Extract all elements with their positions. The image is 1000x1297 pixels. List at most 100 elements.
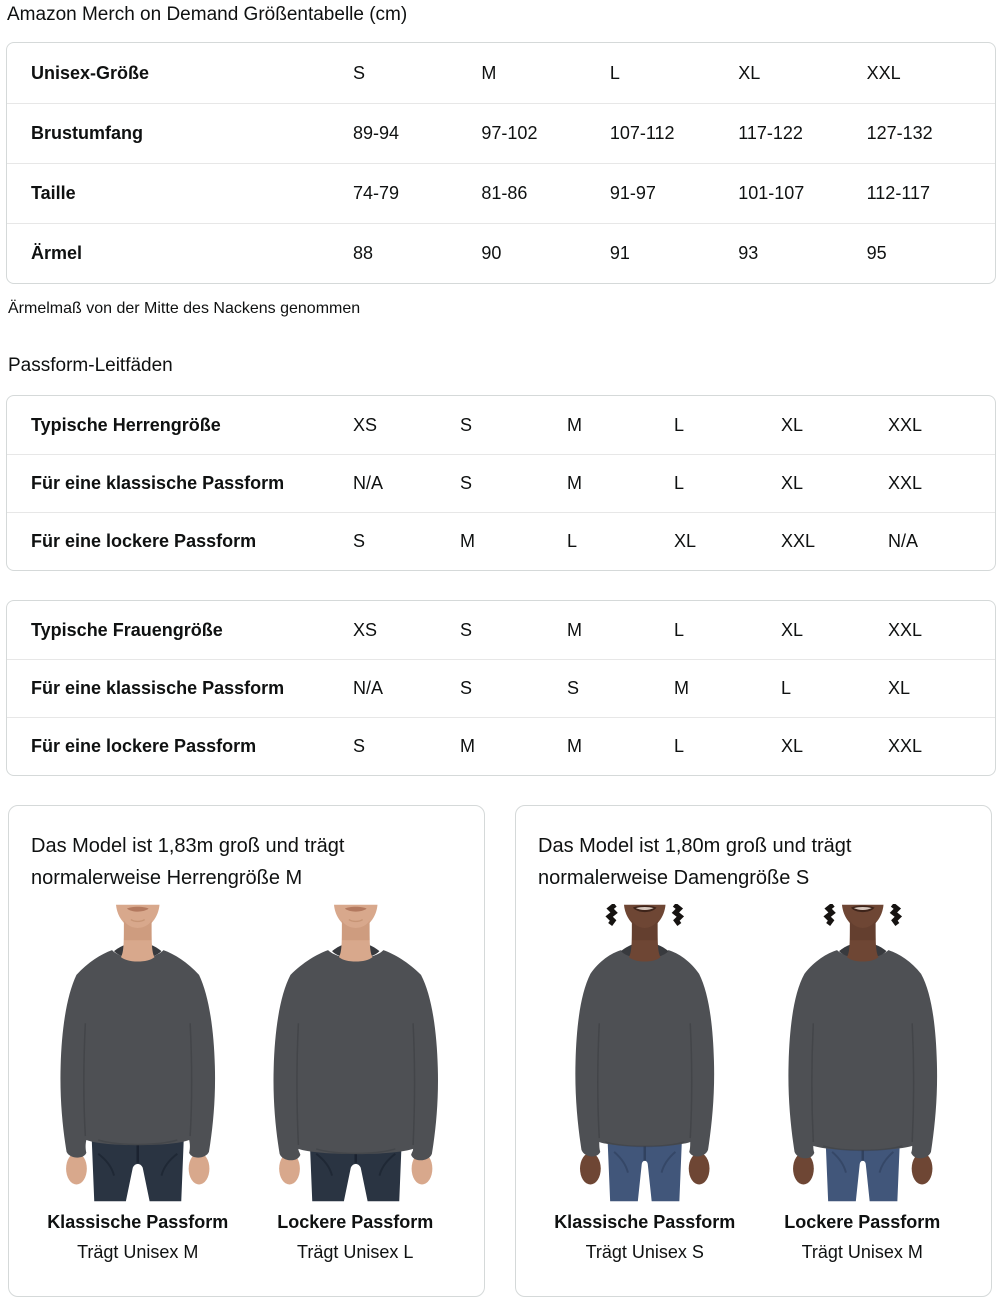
model-description: Das Model ist 1,80m groß und trägt norma…: [538, 835, 852, 889]
size-cell: S: [460, 678, 473, 698]
fit-guides-heading: Passform-Leitfäden: [8, 355, 173, 376]
model-cards-row: Das Model ist 1,83m groß und trägt norma…: [6, 805, 994, 1297]
size-cell: S: [567, 678, 580, 698]
row-label: Ärmel: [31, 243, 83, 263]
size-cell: N/A: [353, 678, 384, 698]
row-label: Unisex-Größe: [31, 62, 150, 83]
table-row: Für eine klassische Passform N/A S S M L…: [7, 659, 995, 717]
page-title: Amazon Merch on Demand Größentabelle (cm…: [7, 4, 408, 25]
wears-size-label: Trägt Unisex M: [77, 1242, 199, 1262]
fit-label: Klassische Passform: [554, 1212, 736, 1232]
table-row: Ärmel 88 90 91 93 95: [7, 223, 995, 283]
size-cell: M: [567, 473, 582, 493]
size-cell: M: [460, 531, 475, 551]
size-cell: XXL: [888, 736, 923, 756]
measure-cell: 88: [353, 243, 374, 263]
size-cell: XXL: [781, 531, 816, 551]
fit-label: Lockere Passform: [277, 1212, 434, 1232]
fit-label: Lockere Passform: [784, 1212, 941, 1232]
size-cell: XL: [888, 678, 911, 698]
size-col-header: XXL: [866, 62, 901, 83]
measure-cell: 112-117: [866, 183, 931, 203]
classic-fit-column: Klassische Passform Trägt Unisex S: [536, 904, 754, 1263]
size-cell: S: [460, 473, 473, 493]
size-cell: L: [567, 531, 578, 551]
measure-cell: 81-86: [481, 183, 528, 203]
male-classic-fit-photo: [29, 904, 247, 1202]
size-cell: M: [567, 736, 582, 756]
size-col-header: M: [481, 62, 497, 83]
row-label: Für eine klassische Passform: [31, 678, 285, 698]
table-row: Taille 74-79 81-86 91-97 101-107 112-117: [7, 163, 995, 223]
measure-cell: 93: [738, 243, 759, 263]
table-row: Typische Frauengröße XS S M L XL XXL: [7, 601, 995, 659]
table-row: Für eine lockere Passform S M L XL XXL N…: [7, 512, 995, 570]
table-row: Brustumfang 89-94 97-102 107-112 117-122…: [7, 103, 995, 163]
size-cell: M: [567, 414, 582, 435]
size-col-header: XL: [738, 62, 761, 83]
size-cell: XXL: [888, 473, 923, 493]
size-cell: XXL: [888, 619, 923, 640]
measure-cell: 91: [609, 243, 630, 263]
row-label: Brustumfang: [31, 123, 143, 143]
male-model-card: Das Model ist 1,83m groß und trägt norma…: [8, 805, 485, 1297]
size-cell: N/A: [888, 531, 919, 551]
row-label: Für eine lockere Passform: [31, 736, 257, 756]
size-cell: XL: [781, 619, 804, 640]
measure-cell: 74-79: [353, 183, 400, 203]
size-cell: XXL: [888, 414, 923, 435]
model-description: Das Model ist 1,83m groß und trägt norma…: [31, 835, 345, 889]
sleeve-measure-footnote: Ärmelmaß von der Mitte des Nackens genom…: [8, 300, 361, 317]
size-col-header: L: [609, 62, 620, 83]
size-cell: M: [674, 678, 689, 698]
classic-fit-column: Klassische Passform Trägt Unisex M: [29, 904, 247, 1263]
size-cell: XS: [353, 619, 378, 640]
measure-cell: 89-94: [353, 123, 400, 143]
measure-cell: 95: [866, 243, 887, 263]
row-label: Typische Frauengröße: [31, 619, 223, 640]
size-cell: N/A: [353, 473, 384, 493]
size-cell: L: [674, 473, 685, 493]
measure-cell: 101-107: [738, 183, 805, 203]
table-row: Typische Herrengröße XS S M L XL XXL: [7, 396, 995, 454]
table-row: Unisex-Größe S M L XL XXL: [7, 43, 995, 103]
fit-label: Klassische Passform: [47, 1212, 229, 1232]
size-cell: M: [567, 619, 582, 640]
measure-cell: 91-97: [609, 183, 656, 203]
size-cell: XL: [674, 531, 697, 551]
row-label: Typische Herrengröße: [31, 414, 221, 435]
row-label: Taille: [31, 183, 76, 203]
table-row: Für eine klassische Passform N/A S M L X…: [7, 454, 995, 512]
unisex-size-table: Unisex-Größe S M L XL XXL Brustumfang 89…: [6, 42, 996, 284]
size-cell: S: [353, 531, 366, 551]
size-cell: S: [460, 619, 473, 640]
men-fit-table: Typische Herrengröße XS S M L XL XXL Für…: [6, 395, 996, 571]
table-row: Für eine lockere Passform S M M L XL XXL: [7, 717, 995, 775]
wears-size-label: Trägt Unisex L: [297, 1242, 414, 1262]
size-cell: S: [353, 736, 366, 756]
measure-cell: 97-102: [481, 123, 538, 143]
female-loose-fit-photo: [753, 904, 971, 1202]
model-photos-row: Klassische Passform Trägt Unisex S: [536, 904, 971, 1263]
size-cell: XL: [781, 414, 804, 435]
model-photos-row: Klassische Passform Trägt Unisex M: [29, 904, 464, 1263]
male-loose-fit-photo: [246, 904, 464, 1202]
size-cell: M: [460, 736, 475, 756]
size-cell: L: [781, 678, 792, 698]
loose-fit-column: Lockere Passform Trägt Unisex L: [246, 904, 464, 1263]
row-label: Für eine lockere Passform: [31, 531, 257, 551]
size-cell: XL: [781, 736, 804, 756]
size-cell: L: [674, 736, 685, 756]
measure-cell: 127-132: [866, 123, 933, 143]
size-cell: S: [460, 414, 473, 435]
loose-fit-column: Lockere Passform Trägt Unisex M: [753, 904, 971, 1263]
measure-cell: 117-122: [738, 123, 803, 143]
measure-cell: 90: [481, 243, 502, 263]
size-cell: L: [674, 414, 685, 435]
female-classic-fit-photo: [536, 904, 754, 1202]
measure-cell: 107-112: [609, 123, 675, 143]
row-label: Für eine klassische Passform: [31, 473, 285, 493]
wears-size-label: Trägt Unisex M: [801, 1242, 923, 1262]
female-model-card: Das Model ist 1,80m groß und trägt norma…: [515, 805, 992, 1297]
